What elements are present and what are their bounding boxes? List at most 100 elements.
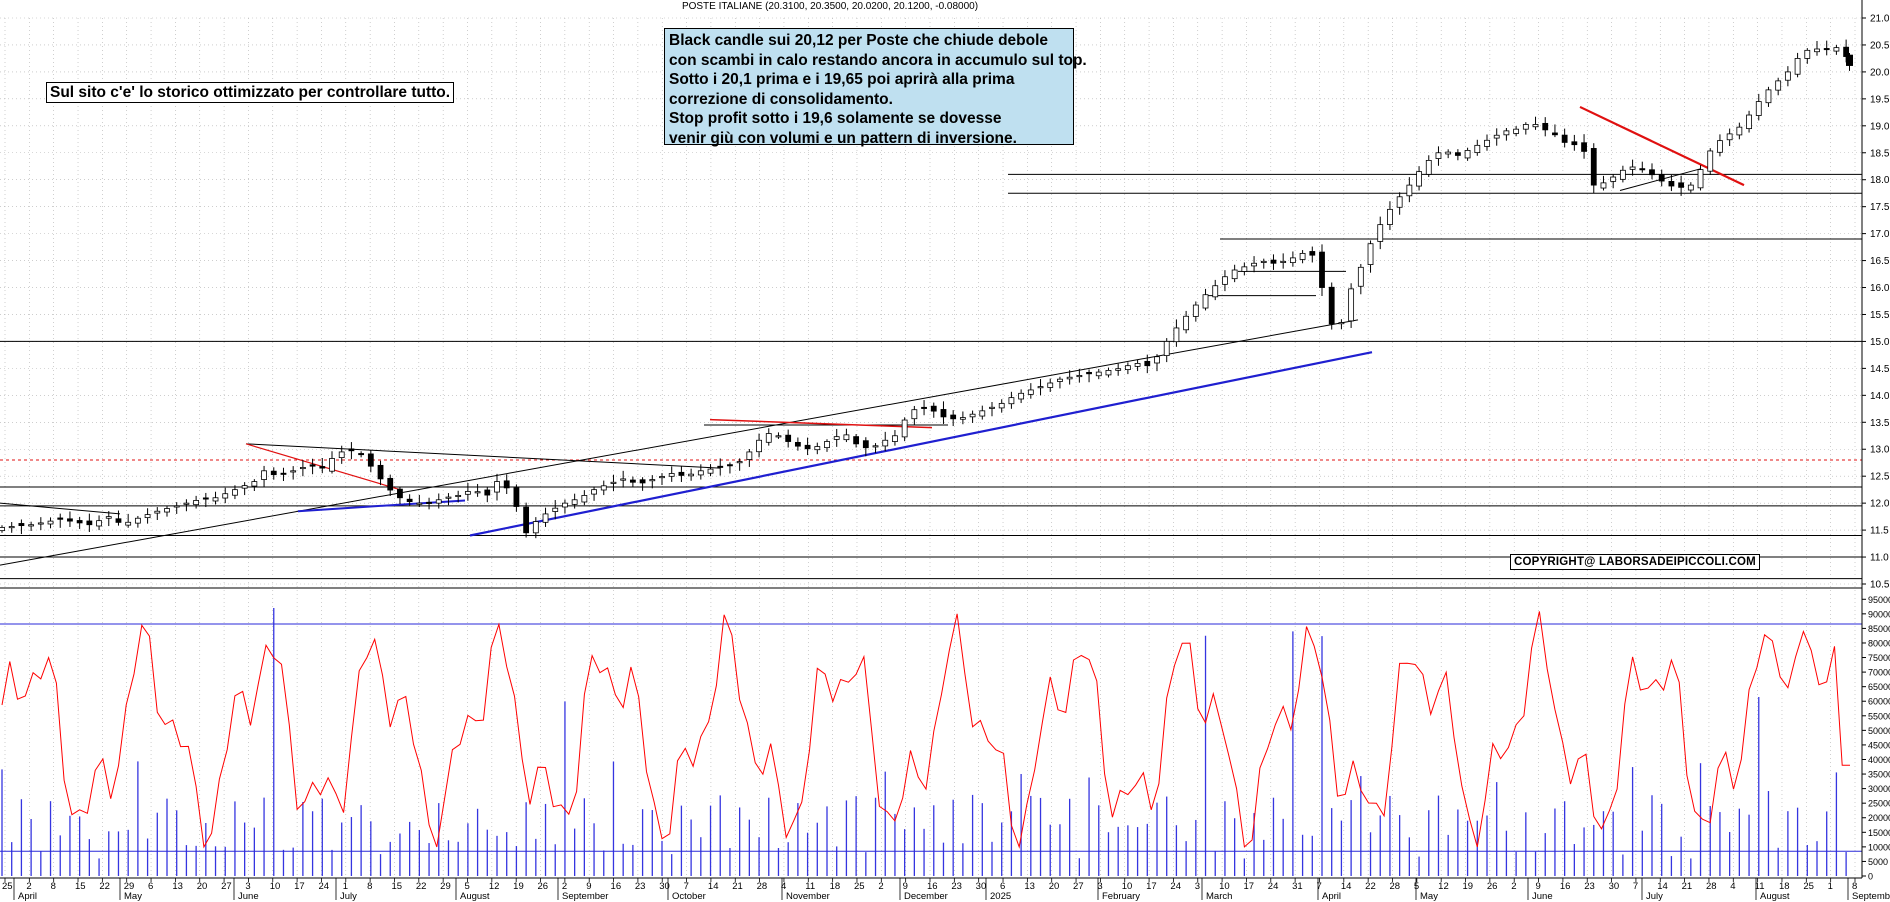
candle-body — [406, 498, 413, 503]
volume-tick-label: 90000 — [1868, 609, 1890, 619]
date-tick-label: 2 — [878, 881, 883, 892]
candle-body — [1581, 142, 1587, 152]
candle-body — [1251, 262, 1257, 267]
date-tick-label: 20 — [197, 881, 208, 892]
volume-tick-label: 95000 — [1868, 595, 1890, 605]
candle-body — [1241, 266, 1248, 272]
candle-body — [387, 477, 394, 491]
candle-body — [1464, 150, 1471, 159]
candle-body — [1367, 243, 1374, 265]
date-tick-label: 27 — [1073, 881, 1084, 892]
candle-body — [1037, 386, 1044, 389]
month-label: September — [562, 891, 608, 902]
candle-body — [853, 436, 860, 445]
candle-body — [1299, 252, 1306, 260]
date-tick-label: 8 — [367, 881, 372, 892]
date-tick-label: 22 — [1365, 881, 1376, 892]
candle-body — [1425, 159, 1432, 175]
candle-body — [348, 448, 355, 452]
date-tick-label: 6 — [1000, 881, 1005, 892]
month-label: April — [18, 891, 37, 902]
candle-body — [474, 491, 481, 494]
date-tick-label: 8 — [51, 881, 56, 892]
date-tick-label: 17 — [1146, 881, 1157, 892]
candle-body — [8, 526, 15, 529]
candle-body — [1289, 257, 1296, 264]
candle-body — [1260, 260, 1267, 263]
candle-body — [921, 406, 927, 409]
date-tick-label: 30 — [659, 881, 670, 892]
candle-body — [775, 435, 782, 438]
candle-body — [1173, 327, 1180, 343]
candle-body — [678, 471, 685, 476]
candle-body — [164, 508, 170, 513]
candle-body — [1658, 174, 1665, 182]
date-tick-label: 12 — [489, 881, 500, 892]
candle-body — [1319, 251, 1325, 288]
candle-body — [1154, 356, 1160, 364]
candle-body — [979, 410, 986, 417]
candle-body — [571, 499, 578, 505]
oscillator-line — [1, 611, 1850, 849]
candle-body — [202, 497, 209, 500]
candle-body — [144, 514, 151, 519]
month-label: February — [1102, 891, 1140, 902]
candle-body — [47, 520, 54, 525]
month-label: October — [672, 891, 706, 902]
price-tick-label: 14.5 — [1870, 364, 1890, 375]
candle-body — [426, 501, 432, 504]
candle-body — [1134, 363, 1141, 367]
candle-body — [717, 465, 724, 468]
axes — [0, 0, 1863, 879]
date-tick-label: 13 — [1024, 881, 1035, 892]
price-tick-label: 13.5 — [1870, 418, 1890, 429]
candle-body — [940, 409, 947, 418]
candle-body — [1726, 133, 1733, 141]
month-label: June — [1532, 891, 1553, 902]
candle-body — [397, 488, 403, 499]
price-tick-label: 13.0 — [1870, 445, 1890, 456]
date-tick-label: 28 — [1706, 881, 1717, 892]
candle-body — [882, 439, 889, 447]
date-tick-label: 26 — [538, 881, 549, 892]
date-tick-label: 1 — [1828, 881, 1833, 892]
date-tick-label: 7 — [1316, 881, 1321, 892]
candle-body — [1687, 184, 1694, 191]
date-tick-label: 21 — [732, 881, 743, 892]
price-tick-label: 15.5 — [1870, 310, 1890, 321]
date-tick-label: 30 — [976, 881, 987, 892]
candle-body — [329, 458, 335, 472]
month-label: March — [1206, 891, 1232, 902]
candle-body — [319, 466, 326, 469]
resistance-trendline — [245, 443, 721, 469]
candle-body — [1008, 397, 1015, 405]
candle-body — [367, 453, 374, 467]
resistance-trendline — [1579, 105, 1745, 187]
candle-body — [18, 523, 25, 527]
date-tick-label: 24 — [1170, 881, 1181, 892]
candle-body — [193, 500, 200, 506]
candle-body — [1493, 134, 1500, 139]
candle-body — [1066, 376, 1073, 380]
candle-body — [154, 510, 161, 514]
candle-body — [1561, 134, 1568, 143]
candle-body — [28, 524, 35, 527]
month-label: Septembe — [1852, 891, 1890, 902]
candle-body — [1522, 124, 1529, 130]
candle-body — [998, 403, 1005, 409]
candle-body — [1406, 184, 1413, 197]
date-tick-label: 25 — [854, 881, 865, 892]
candle-body — [1309, 251, 1316, 256]
date-tick-label: 9 — [903, 881, 908, 892]
date-tick-label: 23 — [635, 881, 646, 892]
candle-body — [464, 491, 471, 495]
candle-body — [1784, 71, 1791, 81]
resistance-trendline — [709, 418, 933, 429]
date-tick-label: 24 — [1268, 881, 1279, 892]
date-tick-label: 28 — [1390, 881, 1401, 892]
candle-body — [1814, 48, 1820, 53]
candle-body — [843, 434, 850, 441]
date-tick-label: 6 — [148, 881, 153, 892]
